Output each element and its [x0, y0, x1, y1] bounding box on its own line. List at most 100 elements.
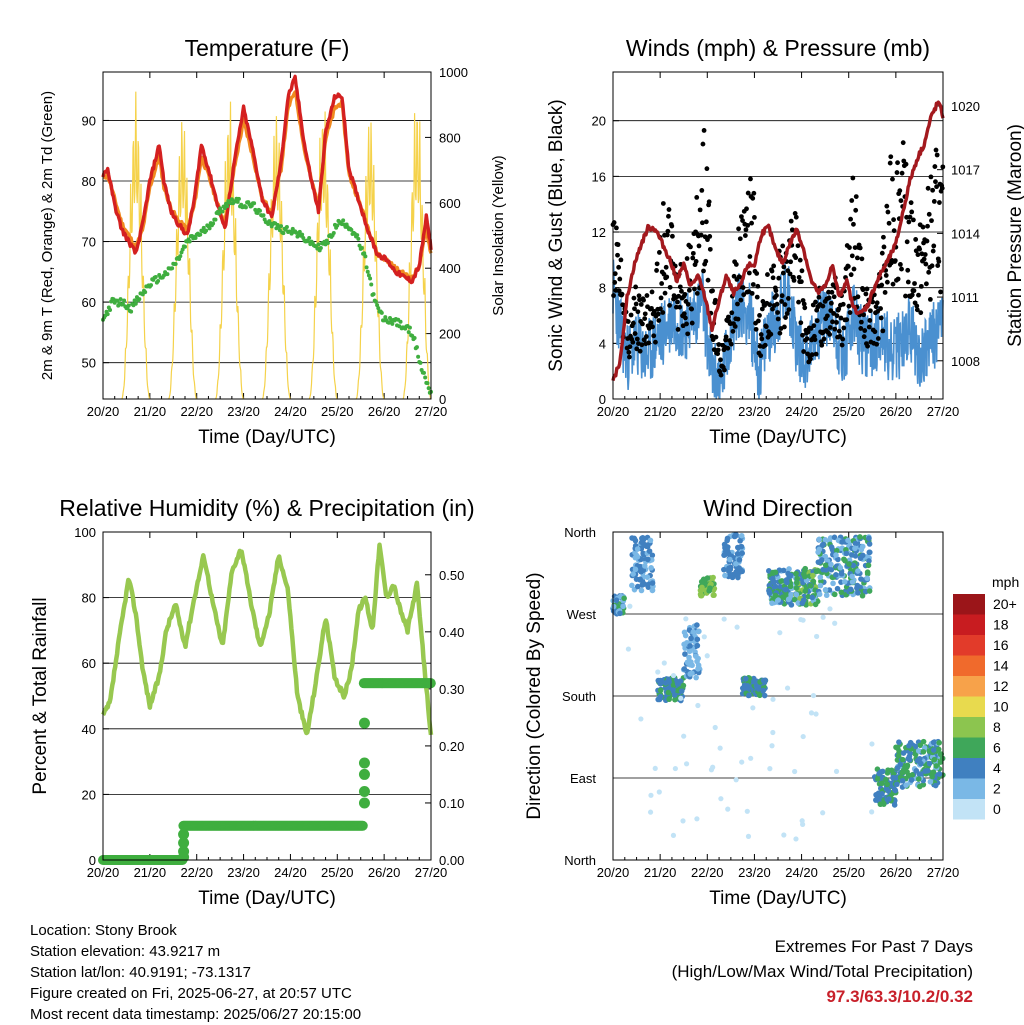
- gust-point: [809, 352, 815, 358]
- direction-point: [634, 546, 641, 552]
- gust-point: [730, 328, 736, 334]
- direction-point: [895, 752, 902, 759]
- gust-point: [775, 310, 781, 315]
- direction-point: [866, 541, 873, 547]
- direction-point: [786, 566, 792, 572]
- dewpoint-point: [213, 217, 218, 222]
- y2-tick-label: 800: [439, 130, 461, 145]
- gust-point: [924, 238, 930, 244]
- gust-point: [616, 264, 622, 270]
- gust-point: [754, 294, 760, 300]
- gust-point: [890, 176, 895, 182]
- gust-point: [927, 297, 933, 302]
- direction-point: [777, 630, 783, 636]
- gust-point: [752, 215, 757, 220]
- direction-point: [793, 591, 800, 598]
- gust-point: [750, 282, 756, 287]
- direction-point: [770, 696, 776, 702]
- gust-point: [792, 210, 798, 216]
- direction-point: [694, 636, 701, 643]
- direction-point: [793, 585, 800, 591]
- gust-point: [900, 140, 906, 146]
- direction-point: [648, 792, 654, 798]
- gust-point: [859, 256, 865, 262]
- gust-point: [800, 332, 805, 338]
- direction-point: [866, 558, 872, 564]
- gust-point: [767, 302, 773, 308]
- gust-point: [857, 245, 863, 251]
- dewpoint-point: [178, 254, 183, 259]
- direction-point: [809, 594, 816, 601]
- direction-point: [641, 581, 648, 587]
- direction-point: [908, 777, 915, 783]
- direction-point: [799, 600, 806, 606]
- gust-point: [690, 255, 696, 261]
- x-tick-label: 21/20: [134, 865, 167, 880]
- direction-point: [735, 544, 741, 551]
- direction-point: [649, 580, 656, 586]
- gust-point: [616, 288, 622, 294]
- gust-point: [796, 299, 801, 305]
- gust-point: [928, 174, 934, 180]
- dewpoint-point: [406, 330, 411, 335]
- direction-point: [865, 562, 872, 569]
- direction-point: [710, 764, 716, 770]
- gust-point: [697, 207, 703, 213]
- legend-swatch: [953, 737, 985, 758]
- direction-point: [711, 592, 717, 598]
- direction-point: [698, 592, 704, 599]
- x-tick-label: 25/20: [832, 865, 865, 880]
- gust-point: [698, 232, 704, 238]
- gust-point: [883, 273, 889, 278]
- gust-point: [770, 275, 776, 281]
- direction-point: [739, 759, 745, 765]
- gust-point: [827, 332, 833, 337]
- dewpoint-point: [376, 306, 381, 311]
- direction-point: [704, 653, 710, 659]
- gust-point: [801, 301, 807, 307]
- station-location: Location: Stony Brook: [30, 922, 177, 939]
- direction-point: [661, 660, 667, 666]
- dewpoint-point: [379, 310, 384, 315]
- gust-point: [651, 333, 657, 339]
- gust-point: [832, 326, 838, 332]
- gust-point: [741, 292, 747, 298]
- y-tick-label: 8: [599, 281, 606, 296]
- gust-point: [749, 290, 755, 296]
- direction-point: [800, 617, 806, 623]
- plot-frame: [612, 531, 944, 861]
- direction-point: [848, 552, 855, 558]
- direction-point: [816, 536, 823, 543]
- legend-label: 4: [993, 760, 1001, 776]
- direction-point: [788, 591, 794, 598]
- chart-title: Temperature (F): [185, 35, 350, 61]
- dewpoint-point: [318, 245, 323, 250]
- gust-point: [613, 225, 619, 231]
- direction-point: [726, 568, 732, 575]
- direction-point: [822, 553, 829, 560]
- y2-tick-label: 0.50: [439, 568, 464, 583]
- x-axis-label: Time (Day/UTC): [709, 427, 847, 448]
- direction-point: [680, 682, 687, 689]
- y-tick-label: 0: [599, 392, 606, 407]
- gust-point: [852, 245, 858, 251]
- gust-point: [884, 203, 890, 209]
- gust-point: [884, 279, 890, 285]
- dewpoint-point: [426, 386, 431, 391]
- gust-point: [895, 276, 901, 282]
- dewpoint-point: [363, 254, 368, 259]
- direction-point: [682, 651, 688, 657]
- pressure-line: [611, 100, 945, 381]
- gust-point: [744, 206, 749, 212]
- dewpoint-point: [173, 262, 178, 267]
- gust-point: [774, 293, 779, 298]
- direction-point: [755, 686, 762, 692]
- direction-point: [721, 566, 727, 573]
- direction-point: [924, 767, 931, 774]
- gust-point: [868, 308, 873, 314]
- direction-point: [701, 634, 707, 640]
- gust-point: [723, 334, 729, 340]
- direction-point: [733, 531, 739, 538]
- gust-point: [929, 218, 934, 224]
- gust-point: [611, 220, 617, 225]
